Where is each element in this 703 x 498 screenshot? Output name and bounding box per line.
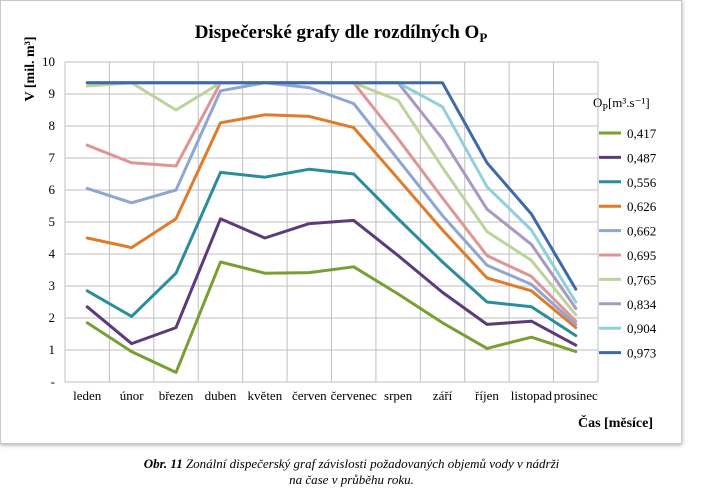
legend-title-unit: [m³.s⁻¹] [608,95,650,110]
y-tick-label: 1 [49,342,56,357]
legend-label: 0,973 [627,346,656,361]
legend-title-main: O [593,95,602,110]
y-tick-label: 7 [49,150,56,165]
y-tick-label: 8 [49,118,56,133]
series-line [85,260,578,374]
y-tick-label: 5 [49,214,56,229]
x-tick-label: prosinec [554,388,598,403]
x-tick-label: srpen [384,388,413,403]
legend-label: 0,556 [627,175,657,190]
y-tick-label: - [51,374,55,389]
y-axis-label: V [mil. m³] [23,37,38,102]
series-line [85,113,578,330]
y-tick-label: 9 [49,86,56,101]
figure-caption: Obr. 11 Zonální dispečerský graf závislo… [0,456,703,488]
legend-label: 0,904 [627,321,657,336]
y-tick-label: 2 [49,310,56,325]
y-tick-labels: - 1 2 3 4 5 6 7 8 9 10 [42,54,56,389]
series-lines [85,81,578,374]
chart-title-subscript: P [479,30,487,45]
legend-label: 0,662 [627,224,656,239]
caption-line-1: Zonální dispečerský graf závislosti poža… [182,456,560,471]
x-axis-label: Čas [měsíce] [578,414,653,431]
chart-svg: Dispečerské grafy dle rozdílných OP -123… [23,22,657,431]
caption-lead: Obr. 11 [143,456,183,471]
x-tick-label: duben [205,388,237,403]
chart-title: Dispečerské grafy dle rozdílných OP [195,22,488,45]
legend-label: 0,487 [627,150,657,165]
y-tick-label: 4 [49,246,56,261]
legend-label: 0,695 [627,248,656,263]
y-tick-label: 10 [42,54,55,69]
x-tick-label: září [433,388,453,403]
legend-title-subscript: P [602,103,608,114]
x-tick-label: únor [120,388,145,403]
legend-title: OP[m³.s⁻¹] [593,95,650,114]
y-tick-label: 6 [49,182,56,197]
legend-label: 0,834 [627,297,657,312]
legend-label: 0,765 [627,272,656,287]
x-tick-label: listopad [511,388,553,403]
series-line [85,81,578,326]
series-line [85,167,578,338]
legend-label: 0,417 [627,126,657,141]
x-tick-label: červen [292,388,327,403]
x-tick-label: říjen [475,388,499,403]
x-tick-label: leden [73,388,102,403]
x-tick-label: květen [248,388,283,403]
series-line [85,217,578,347]
legend: 0,417 0,487 0,556 0,626 0,662 0,695 0,765 0,834… [599,126,657,361]
y-tick-label: 3 [49,278,56,293]
chart-title-main: Dispečerské grafy dle rozdílných O [195,22,480,43]
series-line [85,81,578,291]
caption-line-2: na čase v průběhu roku. [289,472,414,487]
x-tick-label: červenec [331,388,377,403]
x-tick-labels: leden únor březen duben květen červen červenec… [73,388,598,403]
x-tick-label: březen [159,388,194,403]
legend-label: 0,626 [627,199,657,214]
